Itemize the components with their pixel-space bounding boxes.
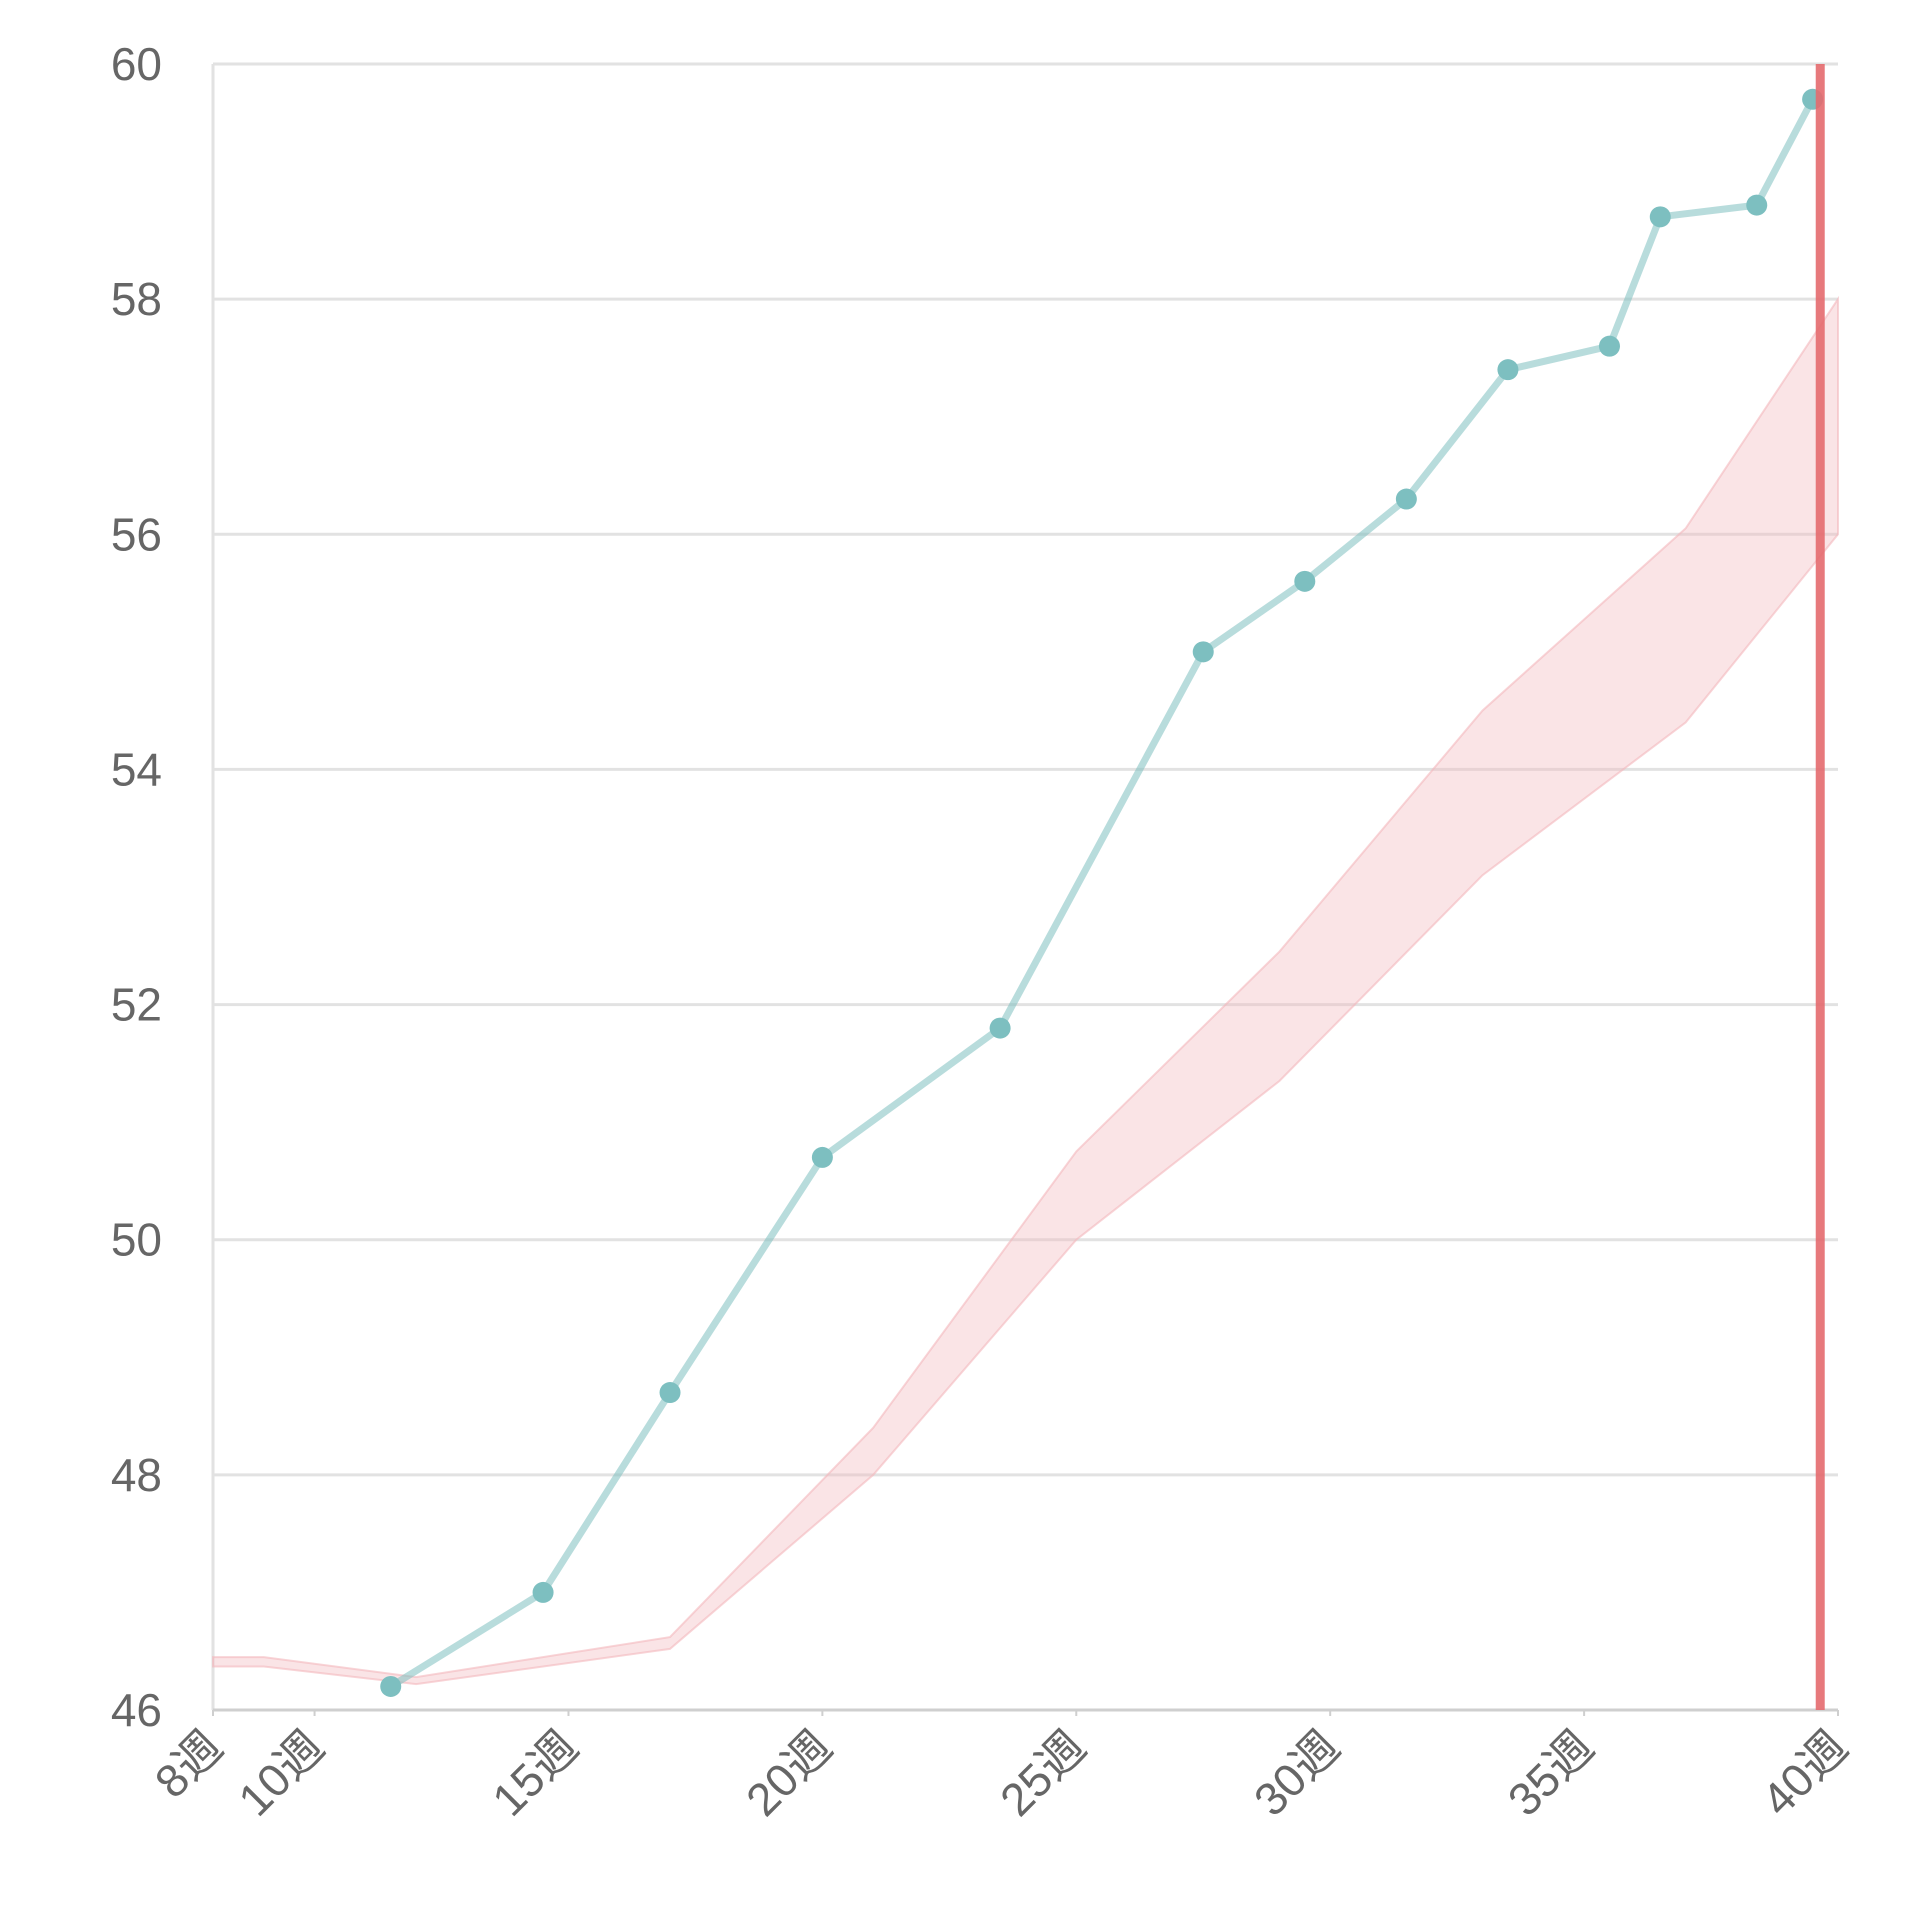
y-tick-labels: 46 48 50 52 54 56 58 60	[111, 38, 162, 1736]
y-tick-label: 50	[111, 1214, 162, 1266]
y-tick-label: 52	[111, 979, 162, 1031]
reference-band-area	[212, 295, 1839, 1686]
y-tick-label: 58	[111, 273, 162, 325]
series-layer	[380, 88, 1824, 1697]
data-point[interactable]	[659, 1382, 681, 1404]
data-point[interactable]	[1395, 488, 1417, 510]
data-point[interactable]	[1497, 359, 1519, 381]
x-tick-label: 30週	[1244, 1720, 1349, 1825]
y-tick-label: 56	[111, 508, 162, 560]
reference-range-band	[212, 295, 1839, 1686]
y-tick-label: 54	[111, 743, 162, 795]
data-point[interactable]	[380, 1675, 402, 1697]
x-tick-label: 15週	[482, 1720, 587, 1825]
data-point[interactable]	[1649, 206, 1671, 228]
y-tick-label: 46	[111, 1684, 162, 1736]
series-line	[387, 95, 1817, 1690]
data-point[interactable]	[811, 1146, 833, 1168]
y-tick-label: 60	[111, 38, 162, 90]
x-tick-label: 10週	[228, 1720, 333, 1825]
data-point[interactable]	[1192, 641, 1214, 663]
y-tick-label: 48	[111, 1449, 162, 1501]
data-point[interactable]	[1598, 335, 1620, 357]
data-point[interactable]	[532, 1581, 554, 1603]
x-tick-label: 20週	[736, 1720, 841, 1825]
x-tick-label: 25週	[990, 1720, 1095, 1825]
data-point[interactable]	[1746, 194, 1768, 216]
data-point[interactable]	[1294, 570, 1316, 592]
axes	[211, 64, 1839, 1716]
x-tick-label: 35週	[1498, 1720, 1603, 1825]
gridlines	[213, 62, 1838, 1477]
x-tick-label: 40週	[1752, 1720, 1857, 1825]
data-point[interactable]	[989, 1017, 1011, 1039]
